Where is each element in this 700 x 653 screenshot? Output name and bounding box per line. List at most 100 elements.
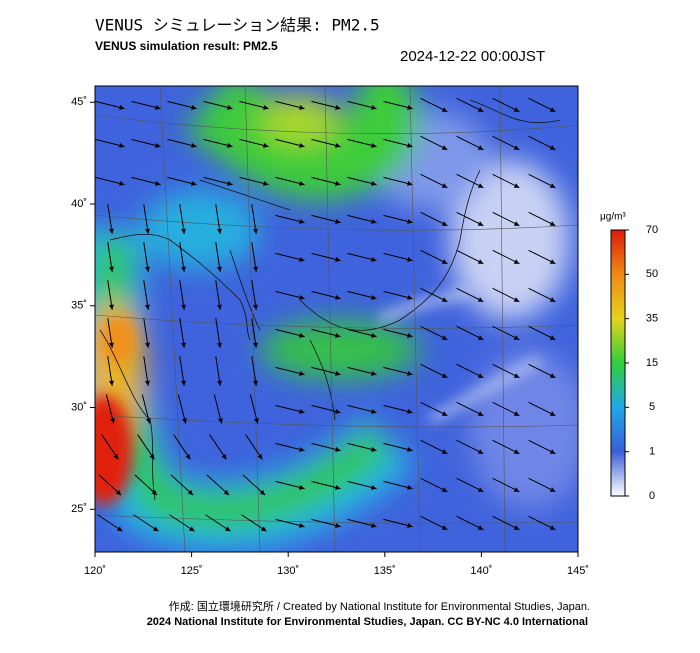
wind-arrow xyxy=(275,176,305,186)
wind-arrow-head xyxy=(253,228,258,234)
wind-arrow-head xyxy=(115,489,122,496)
wind-arrow-head xyxy=(371,219,377,224)
wind-arrow-head xyxy=(191,105,197,110)
wind-arrow-head xyxy=(335,257,341,262)
wind-arrow-head xyxy=(191,143,197,148)
wind-arrow-head xyxy=(371,105,377,110)
wind-arrow xyxy=(275,328,305,338)
wind-arrow-head xyxy=(407,219,413,224)
wind-arrow-head xyxy=(513,183,520,188)
wind-arrow-head xyxy=(549,335,556,340)
wind-arrow-head xyxy=(371,523,377,528)
colorbar-scale xyxy=(610,229,626,497)
wind-arrow-head xyxy=(477,183,484,188)
wind-arrow-head xyxy=(299,409,305,414)
wind-arrow-head xyxy=(513,221,520,226)
wind-arrow xyxy=(169,514,195,532)
wind-arrow-head xyxy=(182,418,187,424)
wind-arrow xyxy=(347,252,377,262)
wind-arrow-head xyxy=(407,523,413,528)
wind-arrow-head xyxy=(407,333,413,338)
wind-arrow-head xyxy=(513,107,520,112)
y-tick-label: 25˚ xyxy=(71,503,87,515)
wind-arrow-head xyxy=(145,380,150,386)
wind-arrow-head xyxy=(371,409,377,414)
wind-arrow-head xyxy=(181,380,186,386)
wind-arrow-head xyxy=(116,526,123,532)
credit: 作成: 国立環境研究所 / Created by National Instit… xyxy=(169,599,590,613)
wind-arrow-head xyxy=(119,143,125,148)
wind-arrow-head xyxy=(407,295,413,300)
wind-arrow-head xyxy=(513,335,520,340)
wind-arrow-head xyxy=(371,181,377,186)
wind-arrow-head xyxy=(477,449,484,454)
wind-arrow-head xyxy=(513,373,520,378)
wind-arrow xyxy=(383,252,413,262)
wind-arrow-head xyxy=(152,526,159,532)
license: 2024 National Institute for Environmenta… xyxy=(147,616,588,628)
wind-arrow xyxy=(383,290,413,300)
wind-arrow-head xyxy=(145,342,150,348)
wind-arrow-head xyxy=(441,525,448,530)
wind-arrow-head xyxy=(549,259,556,264)
y-tick-label: 40˚ xyxy=(71,198,87,210)
wind-arrow-head xyxy=(441,411,448,416)
wind-arrow xyxy=(347,214,377,224)
wind-arrow-head xyxy=(185,453,191,460)
wind-arrow-head xyxy=(441,487,448,492)
wind-arrow-head xyxy=(477,145,484,150)
wind-arrow-head xyxy=(549,411,556,416)
wind-arrow-head xyxy=(181,228,186,234)
wind-arrow xyxy=(347,138,377,148)
wind-arrow xyxy=(275,518,305,528)
wind-arrow-head xyxy=(227,105,233,110)
wind-arrow xyxy=(311,100,341,110)
wind-arrow-head xyxy=(335,371,341,376)
wind-arrow-head xyxy=(549,297,556,302)
wind-arrow xyxy=(275,366,305,376)
wind-arrow xyxy=(383,366,413,376)
wind-arrow-head xyxy=(109,304,114,310)
wind-arrow-head xyxy=(299,295,305,300)
wind-arrow xyxy=(275,480,305,490)
wind-arrow-head xyxy=(335,105,341,110)
wind-arrow xyxy=(205,514,231,532)
wind-arrow xyxy=(203,100,233,110)
wind-arrow-head xyxy=(407,181,413,186)
wind-arrow-head xyxy=(371,333,377,338)
wind-arrow-head xyxy=(155,105,161,110)
wind-arrow-head xyxy=(335,219,341,224)
wind-arrow-head xyxy=(110,418,115,424)
wind-vectors xyxy=(95,97,556,532)
wind-arrow-head xyxy=(217,304,222,310)
wind-arrow xyxy=(311,442,341,452)
wind-arrow-head xyxy=(407,409,413,414)
wind-arrow xyxy=(347,290,377,300)
wind-arrow-head xyxy=(299,333,305,338)
wind-arrow-head xyxy=(549,525,556,530)
wind-arrow-head xyxy=(191,181,197,186)
wind-arrow xyxy=(528,515,556,531)
colorbar-tick-label: 35 xyxy=(646,313,658,325)
wind-arrow-head xyxy=(299,143,305,148)
wind-arrow xyxy=(383,176,413,186)
wind-arrow-head xyxy=(151,489,158,496)
wind-arrow-head xyxy=(477,373,484,378)
wind-arrow-head xyxy=(549,107,556,112)
wind-arrow-head xyxy=(217,380,222,386)
wind-arrow-head xyxy=(227,181,233,186)
wind-arrow-head xyxy=(217,228,222,234)
wind-arrow-head xyxy=(253,304,258,310)
wind-arrow-head xyxy=(513,525,520,530)
wind-arrow-head xyxy=(113,453,119,460)
wind-arrow-head xyxy=(335,447,341,452)
wind-arrow xyxy=(251,318,257,348)
wind-arrow-head xyxy=(407,447,413,452)
wind-arrow-head xyxy=(407,105,413,110)
wind-arrow-head xyxy=(146,418,151,424)
wind-arrow xyxy=(251,204,257,234)
wind-arrow xyxy=(275,252,305,262)
wind-arrow-head xyxy=(263,105,269,110)
wind-arrow-head xyxy=(224,526,231,532)
